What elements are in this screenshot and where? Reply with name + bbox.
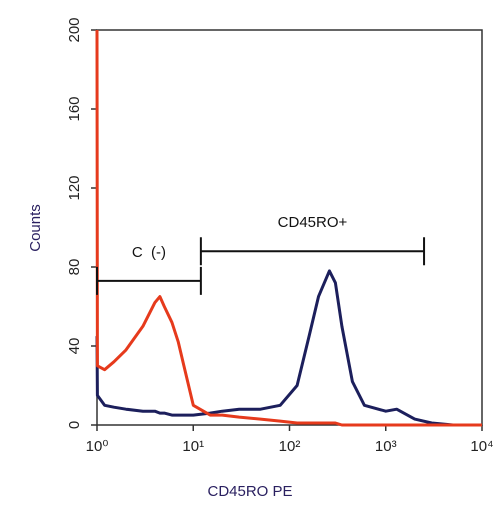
y-tick-label: 120	[66, 175, 83, 200]
y-tick-label: 40	[66, 338, 83, 355]
gate-label: C (-)	[132, 244, 166, 261]
x-tick-label: 10¹	[182, 438, 204, 455]
x-tick-label: 10³	[375, 438, 397, 455]
y-tick-label: 80	[66, 259, 83, 276]
x-axis-title: CD45RO PE	[207, 483, 292, 500]
histogram-line	[95, 269, 482, 427]
gate-label: CD45RO+	[278, 214, 348, 231]
gate-line	[199, 237, 426, 266]
gate-line	[96, 266, 202, 295]
y-tick-label: 200	[66, 17, 83, 42]
y-axis-title: Counts	[27, 204, 44, 252]
histogram-line	[95, 29, 482, 427]
x-tick-label: 10²	[279, 438, 301, 455]
x-tick-label: 10⁰	[86, 438, 109, 455]
y-tick-label: 0	[66, 421, 83, 429]
y-tick-label: 160	[66, 96, 83, 121]
x-tick-label: 10⁴	[470, 438, 493, 455]
